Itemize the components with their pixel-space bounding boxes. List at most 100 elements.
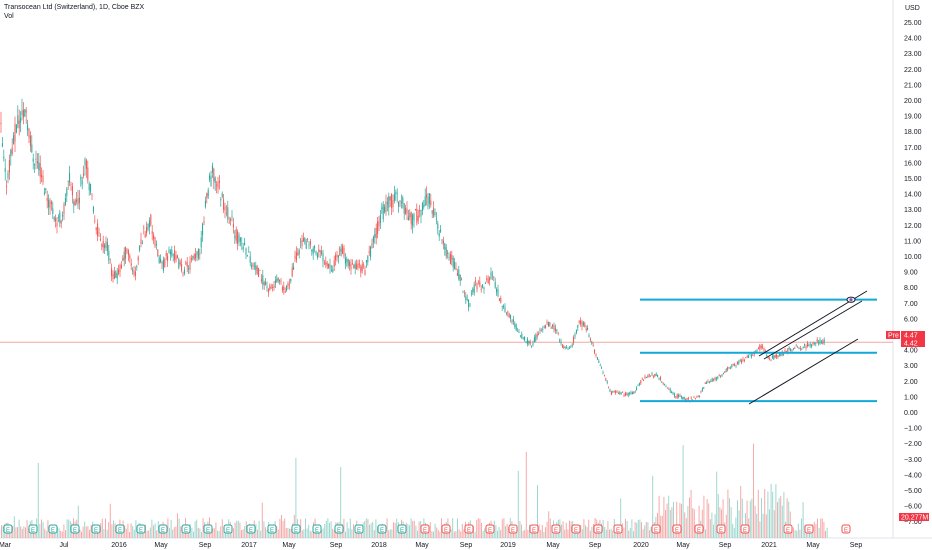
y-tick-label: 19.00 (904, 114, 922, 121)
volume-bar (764, 488, 766, 538)
earnings-marker[interactable] (115, 524, 125, 534)
candle-body (630, 392, 632, 394)
earnings-marker[interactable] (267, 524, 277, 534)
candle-body (335, 255, 337, 261)
candle-body (515, 324, 517, 331)
volume-bar (125, 528, 127, 538)
earnings-marker[interactable] (28, 524, 38, 534)
candle-body (270, 287, 272, 289)
candle-body (246, 255, 248, 257)
volume-bar (452, 518, 454, 538)
earnings-marker[interactable] (651, 524, 661, 534)
x-tick-label: May (806, 542, 820, 549)
x-tick-label: May (154, 542, 168, 549)
earnings-marker-label: E (786, 528, 790, 534)
candle-body (0, 122, 2, 125)
volume-bar (713, 524, 714, 538)
candle-body (235, 229, 237, 241)
earnings-marker[interactable] (593, 524, 603, 534)
candle-body (564, 346, 566, 348)
earnings-marker[interactable] (716, 524, 726, 534)
volume-bar (241, 530, 242, 538)
earnings-marker[interactable] (158, 524, 168, 534)
candle-body (791, 349, 793, 351)
candle-body (406, 208, 408, 215)
candle-body (370, 246, 372, 257)
earnings-marker[interactable] (841, 524, 851, 534)
y-tick-label: 0.00 (904, 410, 918, 417)
volume-bar (460, 531, 462, 538)
channel-middle-line[interactable] (763, 300, 863, 360)
volume-bar (370, 523, 372, 538)
earnings-marker[interactable] (397, 524, 407, 534)
volume-bar (586, 526, 588, 538)
earnings-marker[interactable] (334, 524, 344, 534)
volume-bar (77, 505, 79, 538)
earnings-marker[interactable] (312, 524, 322, 534)
volume-bar (114, 523, 116, 538)
earnings-marker-label: E (743, 528, 747, 534)
earnings-marker[interactable] (3, 524, 13, 534)
channel-lower-line[interactable] (748, 338, 859, 405)
candle-body (713, 378, 715, 380)
volume-bar (706, 499, 708, 538)
volume-bar (84, 521, 86, 538)
earnings-marker[interactable] (508, 524, 518, 534)
earnings-marker[interactable] (551, 524, 561, 534)
candle-body (291, 267, 293, 277)
candle-body (594, 349, 596, 354)
earnings-marker[interactable] (783, 524, 793, 534)
volume-bar (567, 529, 569, 538)
earnings-marker[interactable] (485, 524, 495, 534)
volume-bar (196, 519, 198, 538)
earnings-marker[interactable] (529, 524, 539, 534)
candle-body (454, 261, 456, 269)
candle-body (7, 172, 9, 179)
earnings-marker[interactable] (246, 524, 256, 534)
candle-body (18, 120, 20, 129)
volume-bar (610, 528, 612, 538)
earnings-marker[interactable] (203, 524, 213, 534)
volume-bar (300, 519, 302, 538)
earnings-marker[interactable] (613, 524, 623, 534)
candle-body (42, 176, 44, 182)
earnings-marker[interactable] (441, 524, 451, 534)
earnings-marker[interactable] (354, 524, 364, 534)
candle-body (448, 257, 450, 258)
candle-body (69, 172, 71, 183)
candle-body (760, 346, 762, 348)
earnings-marker[interactable] (181, 524, 191, 534)
candle-body (456, 273, 458, 276)
volume-bar (279, 518, 281, 538)
volume-bar (26, 520, 28, 538)
candle-body (350, 264, 352, 270)
candle-body (132, 270, 134, 272)
candle-body (71, 186, 73, 196)
candle-body (818, 342, 820, 344)
earnings-marker[interactable] (420, 524, 430, 534)
earnings-marker[interactable] (804, 524, 814, 534)
earnings-marker[interactable] (571, 524, 581, 534)
earnings-marker-label: E (206, 528, 210, 534)
candle-body (585, 328, 587, 331)
earnings-marker[interactable] (464, 524, 474, 534)
volume-bar (239, 522, 241, 538)
earnings-marker[interactable] (91, 524, 101, 534)
earnings-marker[interactable] (694, 524, 704, 534)
earnings-marker[interactable] (70, 524, 80, 534)
candle-body (700, 390, 702, 392)
volume-bar (817, 518, 818, 538)
candle-body (423, 204, 425, 208)
candle-body (60, 220, 62, 224)
earnings-marker[interactable] (377, 524, 387, 534)
candle-body (557, 332, 559, 334)
earnings-marker[interactable] (48, 524, 58, 534)
earnings-marker[interactable] (136, 524, 146, 534)
earnings-marker[interactable] (740, 524, 750, 534)
earnings-marker[interactable] (223, 524, 233, 534)
candle-body (183, 269, 185, 274)
earnings-marker[interactable] (291, 524, 301, 534)
earnings-marker[interactable] (672, 524, 682, 534)
